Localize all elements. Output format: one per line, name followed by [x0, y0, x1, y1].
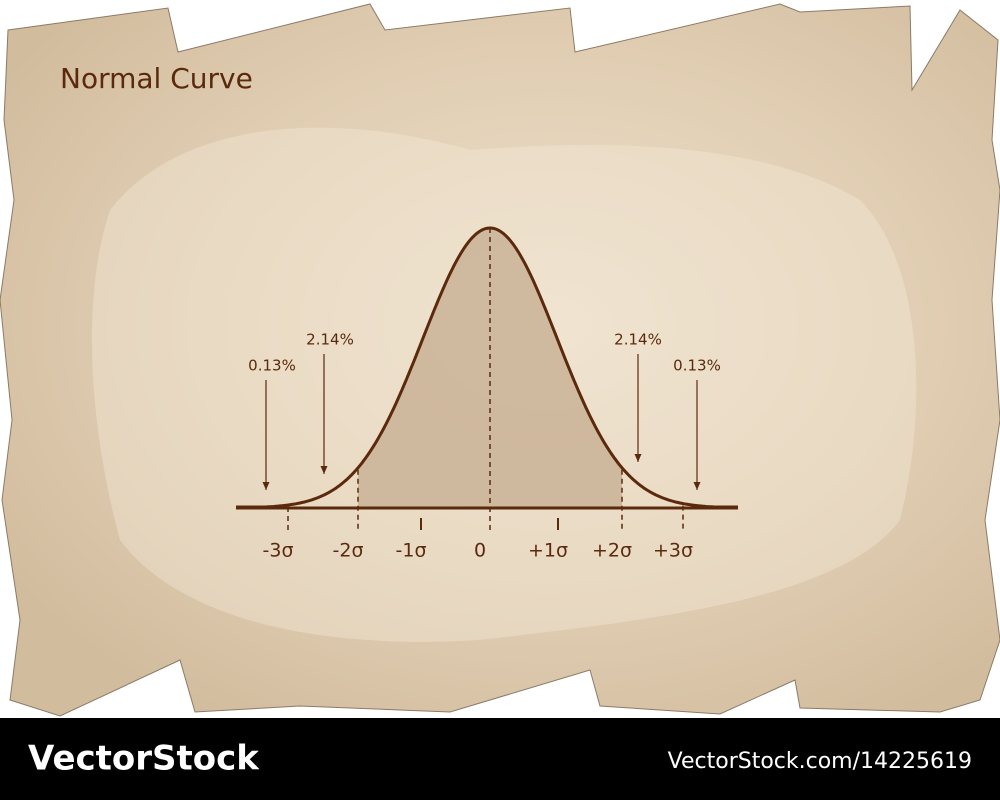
- curve-layer: -3σ -2σ -1σ 0 +1σ +2σ +3σ 0.13% 2.14% 2.14% 0.13%: [236, 226, 738, 562]
- tick-label: -1σ: [396, 540, 427, 562]
- tick-label: +2σ: [592, 540, 632, 562]
- tick-label: -3σ: [263, 540, 294, 562]
- arrow-head: [693, 482, 701, 490]
- annotation: 2.14%: [614, 331, 662, 349]
- title: Normal Curve: [60, 62, 253, 95]
- annotation: 0.13%: [673, 357, 721, 375]
- tick-label: +1σ: [528, 540, 568, 562]
- footer-id: VectorStock.com/14225619: [668, 749, 972, 774]
- footer-bar: [0, 718, 1000, 800]
- tick-label: +3σ: [653, 540, 693, 562]
- arrow-head: [634, 454, 642, 462]
- arrow-head: [320, 466, 328, 474]
- arrow-head: [262, 482, 270, 490]
- tick-label: 0: [474, 540, 486, 562]
- annotation: 0.13%: [248, 357, 296, 375]
- tick-label: -2σ: [333, 540, 364, 562]
- normal-curve: [236, 226, 738, 509]
- footer-brand: VectorStock: [28, 739, 260, 779]
- annotation: 2.14%: [306, 331, 354, 349]
